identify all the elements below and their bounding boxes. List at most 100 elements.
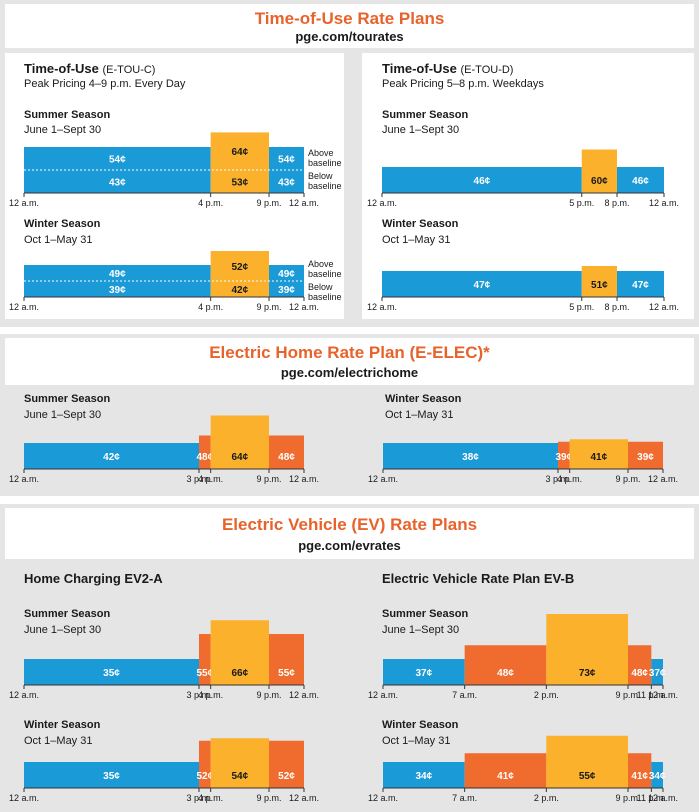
elec-summer-tick-label-3: 9 p.m. <box>256 474 281 484</box>
ev2a-winter-tick-label-3: 9 p.m. <box>256 793 281 803</box>
toud-summer-bar-0 <box>382 167 582 193</box>
touc-summer-baseline-note-2: Below <box>308 171 333 181</box>
touc-summer-bar-2 <box>269 147 304 193</box>
section-title-ev: Electric Vehicle (EV) Rate Plans <box>221 515 478 534</box>
toud-winter-tick-label-1: 5 p.m. <box>569 302 594 312</box>
ev2a-summer-tick-label-4: 12 a.m. <box>289 690 319 700</box>
toud-winter-bar-0 <box>382 271 582 297</box>
touc-summer-above-label-1: 64¢ <box>231 147 248 158</box>
touc-winter-above-label-2: 49¢ <box>278 269 295 280</box>
elec-summer-value-label-2: 64¢ <box>231 452 248 463</box>
evb-summer-bar-1 <box>464 645 547 685</box>
evb-winter-bar-1 <box>464 753 547 788</box>
touc-winter-above-label-1: 52¢ <box>231 262 248 273</box>
ev2a-winter-title: Winter Season <box>24 719 101 731</box>
evb-winter-value-label-3: 41¢ <box>631 771 648 782</box>
evb-summer-bar-0 <box>383 659 465 685</box>
toud-winter-dates: Oct 1–May 31 <box>382 234 451 246</box>
toud-winter-value-label-0: 47¢ <box>474 280 491 291</box>
evb-winter-tick-label-1: 7 a.m. <box>452 793 477 803</box>
touc-winter-bar-1 <box>210 251 269 297</box>
touc-summer-tick-label-2: 9 p.m. <box>256 198 281 208</box>
toud-summer-value-label-2: 46¢ <box>632 176 649 187</box>
toud-summer-bar-2 <box>617 167 664 193</box>
ev2a-title: Home Charging EV2-A <box>24 571 163 586</box>
touc-summer-above-label-2: 54¢ <box>278 155 295 166</box>
elec-winter-bar-3 <box>628 441 663 469</box>
ev2a-winter-bar-2 <box>210 738 269 788</box>
ev2a-summer-tick-label-3: 9 p.m. <box>256 690 281 700</box>
evb-winter-tick-label-0: 12 a.m. <box>368 793 398 803</box>
ev2a-summer-value-label-1: 55¢ <box>196 668 213 679</box>
section-url-ev[interactable]: pge.com/evrates <box>298 538 401 553</box>
touc-winter-baseline-note-3: baseline <box>308 292 342 302</box>
ev2a-summer-value-label-2: 66¢ <box>231 668 248 679</box>
toud-summer-tick-label-2: 8 p.m. <box>604 198 629 208</box>
ev2a-summer-value-label-0: 35¢ <box>103 668 120 679</box>
evb-title: Electric Vehicle Rate Plan EV-B <box>382 571 575 586</box>
touc-subtitle: Peak Pricing 4–9 p.m. Every Day <box>24 78 186 90</box>
ev2a-summer-tick-label-1: 3 p.m. <box>186 690 211 700</box>
evb-summer-dates: June 1–Sept 30 <box>382 624 460 636</box>
elec-winter-bar-1 <box>558 441 570 469</box>
touc-winter-below-label-2: 39¢ <box>278 285 295 296</box>
touc-summer-baseline-note-3: baseline <box>308 181 342 191</box>
touc-code: (E-TOU-C) <box>102 64 156 76</box>
evb-summer-value-label-0: 37¢ <box>415 668 432 679</box>
ev2a-summer-value-label-3: 55¢ <box>278 668 295 679</box>
elec-winter-value-label-3: 39¢ <box>637 452 654 463</box>
ev2a-summer-tick-label-2: 4 p.m. <box>198 690 223 700</box>
evb-summer-tick-label-0: 12 a.m. <box>368 690 398 700</box>
touc-winter-tick-label-0: 12 a.m. <box>9 302 39 312</box>
evb-summer-bar-3 <box>628 645 652 685</box>
elec-winter-title: Winter Season <box>385 393 462 405</box>
ev-header <box>5 508 694 559</box>
elec-summer-value-label-0: 42¢ <box>103 452 120 463</box>
elec-winter-tick-label-4: 12 a.m. <box>648 474 678 484</box>
touc-title: Time-of-Use (E-TOU-C) <box>24 61 155 76</box>
elec-summer-value-label-3: 48¢ <box>278 452 295 463</box>
evb-summer-tick-label-1: 7 a.m. <box>452 690 477 700</box>
toud-winter-value-label-2: 47¢ <box>632 280 649 291</box>
section-url-tou[interactable]: pge.com/tourates <box>295 29 404 44</box>
elec-winter-bar-0 <box>383 443 558 469</box>
evb-winter-tick-label-5: 12 a.m. <box>648 793 678 803</box>
touc-summer-below-label-2: 43¢ <box>278 178 295 189</box>
ev2a-summer-bar-1 <box>199 634 211 685</box>
toud-winter-bar-1 <box>581 266 617 297</box>
toud-winter-value-label-1: 51¢ <box>591 280 608 291</box>
elec-summer-title: Summer Season <box>24 393 111 405</box>
section-url-elec[interactable]: pge.com/electrichome <box>280 365 419 380</box>
evb-summer-bar-4 <box>651 659 663 685</box>
elec-winter-tick-label-0: 12 a.m. <box>368 474 398 484</box>
toud-summer-value-label-0: 46¢ <box>474 176 491 187</box>
evb-summer-value-label-1: 48¢ <box>497 668 514 679</box>
ev2a-winter-bar-1 <box>199 740 211 788</box>
ev2a-winter-tick-label-4: 12 a.m. <box>289 793 319 803</box>
elec-summer-bar-1 <box>199 435 211 469</box>
ev2a-summer-bar-0 <box>24 659 199 685</box>
toud-winter-bar-2 <box>617 271 664 297</box>
ev2a-winter-dates: Oct 1–May 31 <box>24 735 93 747</box>
ev2a-summer-title: Summer Season <box>24 608 111 620</box>
touc-winter-bar-2 <box>269 265 304 297</box>
toud-summer-dates: June 1–Sept 30 <box>382 124 460 136</box>
toud-summer-tick-label-0: 12 a.m. <box>367 198 397 208</box>
evb-winter-value-label-2: 55¢ <box>579 771 596 782</box>
touc-winter-tick-label-1: 4 p.m. <box>198 302 223 312</box>
toud-summer-title: Summer Season <box>382 109 469 121</box>
evb-winter-bar-4 <box>651 762 663 788</box>
touc-winter-above-label-0: 49¢ <box>109 269 126 280</box>
elec-winter-tick-label-3: 9 p.m. <box>615 474 640 484</box>
touc-summer-below-label-0: 43¢ <box>109 178 126 189</box>
ev2a-winter-tick-label-0: 12 a.m. <box>9 793 39 803</box>
ev2a-summer-dates: June 1–Sept 30 <box>24 624 102 636</box>
toud-winter-tick-label-0: 12 a.m. <box>367 302 397 312</box>
toud-title: Time-of-Use (E-TOU-D) <box>382 61 513 76</box>
